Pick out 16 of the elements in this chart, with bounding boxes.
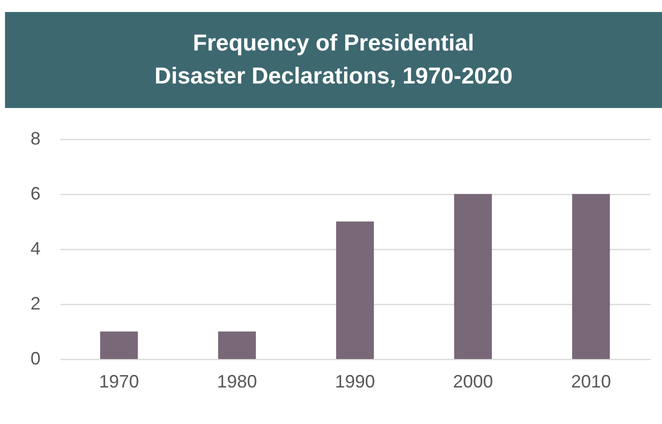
x-tick-label: 2000 [452,372,494,392]
x-tick-label: 2010 [570,372,612,392]
bar [100,332,138,359]
y-tick-label: 8 [30,128,40,148]
bar [454,194,492,359]
bar [572,194,610,359]
x-tick-label: 1980 [216,372,258,392]
y-tick-label: 6 [30,184,40,204]
bar [218,332,256,359]
y-tick-label: 4 [30,238,40,258]
x-tick-label: 1970 [98,372,140,392]
y-tick-label: 0 [30,348,40,368]
y-tick-label: 2 [30,294,40,314]
x-tick-label: 1990 [334,372,376,392]
bar [336,222,374,359]
chart-title: Frequency of Presidential Disaster Declarations, 1970-2020 [154,30,512,88]
